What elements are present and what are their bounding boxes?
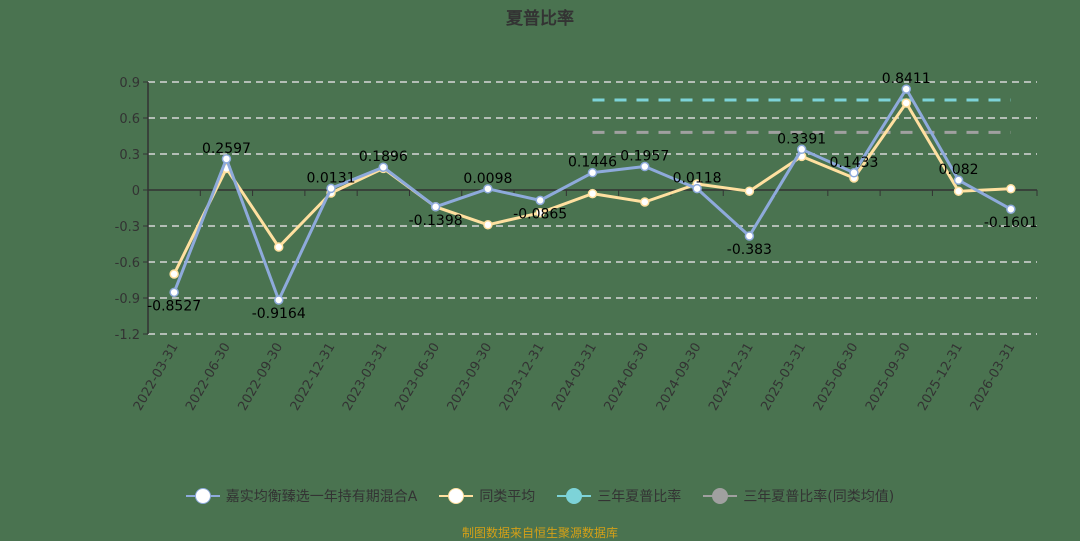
- y-tick-label: 0: [132, 184, 140, 199]
- legend-marker-icon: [185, 486, 220, 506]
- x-tick-label: 2022-12-31: [288, 341, 339, 414]
- y-tick-label: 0.6: [119, 112, 140, 127]
- legend-label: 同类平均: [479, 489, 536, 505]
- y-axis: 0.9 0.6 0.3 0 -0.3 -0.6 -0.9 -1.2: [115, 76, 149, 343]
- data-point[interactable]: [483, 220, 493, 230]
- x-tick-label: 2022-09-30: [235, 341, 286, 414]
- data-label: 0.0098: [463, 171, 512, 187]
- data-label: -0.8527: [147, 298, 201, 314]
- data-point[interactable]: [849, 168, 859, 178]
- legend-label: 嘉实均衡臻选一年持有期混合A: [225, 489, 418, 505]
- data-point[interactable]: [535, 195, 545, 206]
- data-point[interactable]: [326, 183, 336, 194]
- series-lines: [169, 84, 1016, 305]
- x-tick-label: 2022-03-31: [131, 341, 182, 414]
- legend-label: 三年夏普比率(同类均值): [743, 489, 895, 505]
- x-tick-label: 2024-09-30: [654, 341, 705, 414]
- data-point[interactable]: [953, 175, 964, 185]
- data-point[interactable]: [535, 208, 545, 218]
- data-point[interactable]: [692, 183, 702, 194]
- data-label: 0.3391: [777, 131, 826, 147]
- x-axis: 2022-03-31 2022-06-30 2022-09-30 2022-12-31…: [131, 189, 1038, 414]
- legend: 嘉实均衡臻选一年持有期混合A 同类平均 三年夏普比率 三年夏普比率(同类均值): [0, 486, 1080, 506]
- data-point[interactable]: [901, 98, 912, 108]
- x-tick-label: 2025-12-31: [915, 341, 966, 414]
- y-tick-label: -0.3: [115, 220, 140, 235]
- legend-marker-icon: [557, 486, 592, 506]
- legend-item[interactable]: 嘉实均衡臻选一年持有期混合A: [185, 486, 418, 506]
- data-label: 0.1896: [359, 149, 408, 165]
- data-point[interactable]: [587, 188, 598, 199]
- legend-marker-icon: [439, 486, 474, 506]
- legend-marker-icon: [703, 486, 738, 506]
- source-footer: 制图数据来自恒生聚源数据库: [461, 526, 618, 540]
- legend-item[interactable]: 三年夏普比率(同类均值): [703, 486, 894, 506]
- data-label: -0.1601: [984, 215, 1038, 231]
- data-label: 0.0131: [307, 170, 356, 186]
- x-tick-label: 2024-06-30: [601, 341, 652, 414]
- data-point[interactable]: [640, 197, 650, 207]
- data-point[interactable]: [1006, 184, 1016, 194]
- data-point[interactable]: [169, 269, 179, 279]
- data-point[interactable]: [483, 184, 493, 194]
- x-tick-label: 2023-09-30: [445, 340, 496, 413]
- legend-item[interactable]: 三年夏普比率: [557, 486, 681, 506]
- data-label: 0.2597: [202, 141, 251, 157]
- x-tick-label: 2023-06-30: [392, 341, 443, 414]
- data-point[interactable]: [221, 154, 232, 164]
- series-line: [172, 101, 1011, 275]
- data-point[interactable]: [273, 295, 284, 305]
- y-tick-label: 0.3: [119, 148, 140, 163]
- data-point[interactable]: [1006, 204, 1016, 214]
- y-tick-label: -1.2: [115, 328, 140, 343]
- data-label: 0.1446: [568, 155, 617, 171]
- legend-label: 三年夏普比率: [597, 489, 682, 505]
- reference-lines: [592, 98, 1011, 134]
- data-label: 0.082: [939, 162, 979, 178]
- data-label: 0.0118: [673, 171, 722, 187]
- data-point[interactable]: [953, 186, 964, 196]
- data-point[interactable]: [901, 84, 912, 94]
- data-point[interactable]: [640, 161, 650, 172]
- chart-title: 夏普比率: [506, 9, 574, 29]
- data-point[interactable]: [744, 231, 755, 241]
- x-tick-label: 2023-03-31: [340, 341, 391, 414]
- data-label: 0.1957: [620, 149, 669, 165]
- data-point[interactable]: [273, 242, 284, 252]
- data-point[interactable]: [587, 167, 598, 178]
- data-label: 0.8411: [882, 71, 931, 87]
- data-point[interactable]: [744, 186, 755, 196]
- x-tick-label: 2025-06-30: [811, 341, 862, 414]
- data-label: -0.383: [727, 242, 772, 258]
- x-tick-label: 2026-03-31: [968, 341, 1019, 414]
- data-point[interactable]: [169, 287, 179, 298]
- x-tick-label: 2024-03-31: [549, 341, 600, 414]
- data-label: 0.1433: [829, 155, 878, 171]
- data-label: -0.0865: [513, 206, 567, 222]
- x-tick-label: 2025-03-31: [758, 341, 809, 414]
- legend-item[interactable]: 同类平均: [439, 486, 535, 506]
- data-point[interactable]: [430, 202, 441, 212]
- y-tick-label: 0.9: [119, 76, 140, 91]
- y-tick-label: -0.6: [115, 256, 140, 271]
- x-tick-label: 2023-12-31: [497, 341, 548, 414]
- data-point[interactable]: [796, 144, 807, 155]
- data-label: -0.1398: [409, 213, 463, 229]
- data-label: -0.9164: [252, 306, 306, 322]
- x-tick-label: 2024-12-31: [706, 341, 757, 414]
- y-tick-label: -0.9: [115, 292, 140, 307]
- data-point[interactable]: [378, 162, 389, 172]
- x-tick-label: 2025-09-30: [863, 341, 914, 414]
- x-tick-label: 2022-06-30: [183, 341, 234, 414]
